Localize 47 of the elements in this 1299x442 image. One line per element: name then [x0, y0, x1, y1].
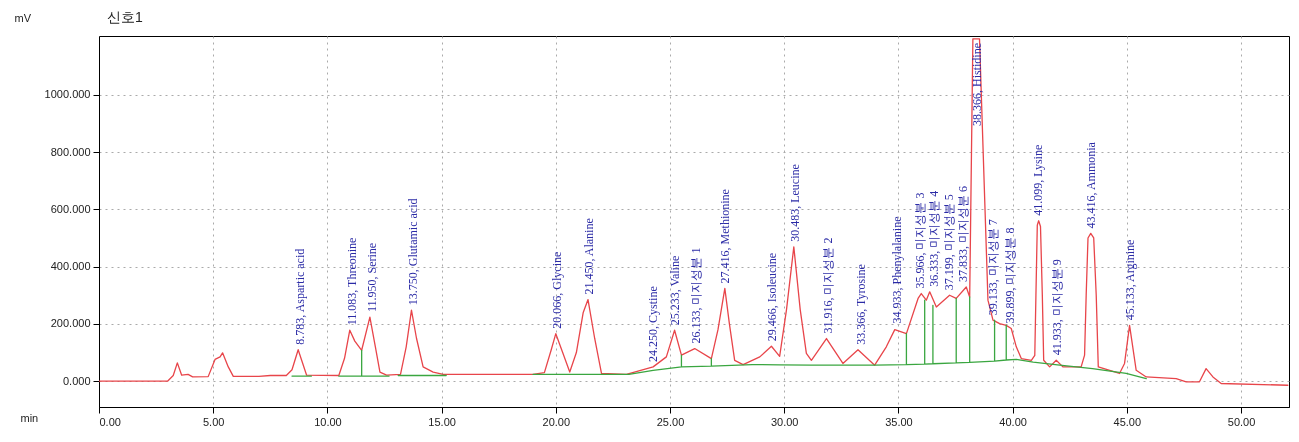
annotation: 38.366, Histidine — [969, 43, 984, 126]
x-axis-title: min — [20, 411, 39, 424]
chart-title: 신호1 — [107, 9, 143, 25]
annotation: 45.133, Arginine — [1122, 239, 1137, 321]
y-tick-label: 800.000 — [50, 145, 91, 158]
annotation: 27.416, Methionine — [718, 189, 733, 284]
annotation: 31.916, 미지성분 2 — [820, 237, 835, 334]
x-tick-label: 50.00 — [1227, 415, 1256, 428]
x-tick-label: 30.00 — [770, 415, 799, 428]
annotation: 25.233, Valine — [668, 255, 683, 326]
annotation: 8.783, Aspartic acid — [292, 248, 307, 345]
y-tick-label: 1000.000 — [44, 88, 91, 101]
annotation: 39.133, 미지성분 7 — [985, 219, 1000, 316]
annotation: 20.066, Glycine — [550, 251, 565, 329]
annotation: 21.450, Alanine — [581, 218, 596, 295]
annotation: 41.099, Lysine — [1030, 144, 1045, 216]
x-tick-label: 15.00 — [428, 415, 456, 428]
annotation: 24.250, Cystine — [645, 286, 660, 362]
annotation: 29.466, Isoleucine — [765, 252, 780, 342]
annotation: 43.416, Ammonia — [1083, 141, 1098, 229]
annotation: 30.483, Leucine — [788, 164, 803, 242]
line-series — [99, 38, 1289, 386]
annotation: 39.899, 미지성분 8 — [1003, 227, 1018, 324]
annotation: 41.933, 미지성분 9 — [1049, 259, 1064, 356]
x-tick-label: 25.00 — [656, 415, 685, 428]
annotation: 11.950, Serine — [364, 242, 379, 313]
annotation: 34.933, Phenylalanine — [889, 216, 904, 324]
y-tick-label: 200.000 — [50, 317, 91, 330]
annotation: 36.333, 미지성분 4 — [926, 190, 941, 287]
y-tick-label: 0.000 — [62, 374, 91, 387]
annotation: 37.833, 미지성분 6 — [956, 185, 971, 282]
x-tick-label: 35.00 — [885, 415, 913, 428]
x-tick-label: 40.00 — [999, 415, 1027, 428]
annotation: 35.966, 미지성분 3 — [913, 192, 928, 289]
annotation: 11.083, Threonine — [345, 237, 360, 326]
x-tick-label: 5.00 — [202, 415, 225, 428]
annotation: 37.199, 미지성분 5 — [941, 194, 956, 291]
x-tick-label: 45.00 — [1113, 415, 1142, 428]
x-tick-label: 10.00 — [314, 415, 342, 428]
annotation: 26.133, 미지성분 1 — [688, 247, 703, 344]
y-axis-title: mV — [14, 11, 32, 24]
y-tick-label: 600.000 — [50, 202, 91, 215]
annotation: 33.366, Tyrosine — [854, 264, 869, 345]
x-tick-label: 0.00 — [99, 415, 121, 428]
y-tick-label: 400.000 — [50, 260, 91, 273]
annotation: 13.750, Glutamic acid — [406, 198, 421, 306]
x-tick-label: 20.00 — [542, 415, 571, 428]
